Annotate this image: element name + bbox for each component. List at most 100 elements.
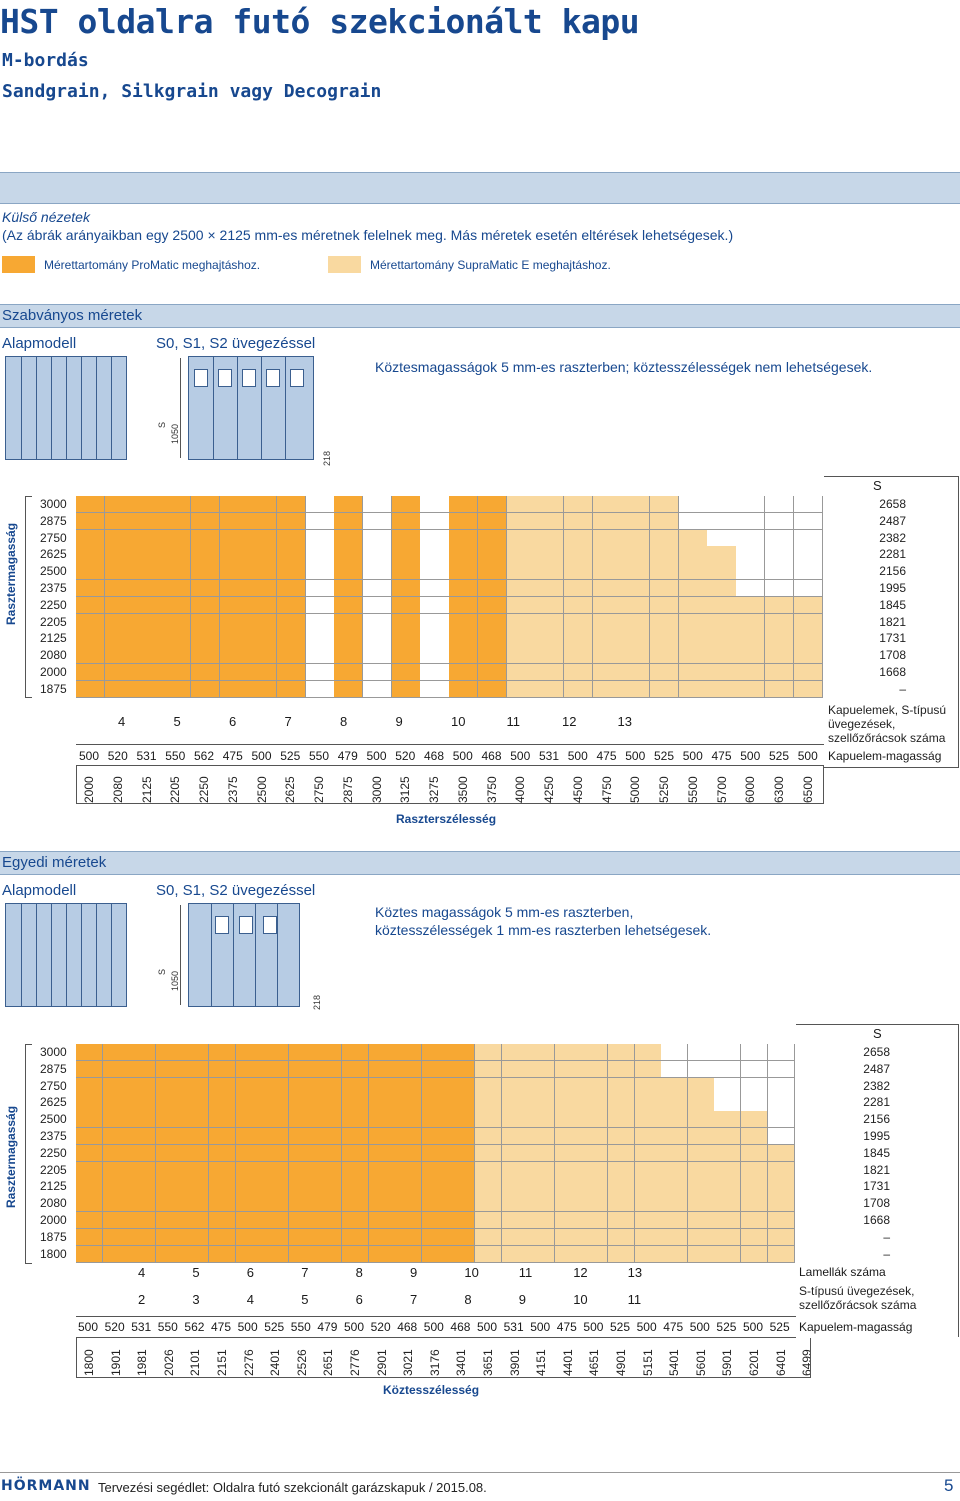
s1-col-label: 5000: [628, 776, 643, 803]
s2-grid-cell: [368, 1212, 396, 1230]
s2-grid-cell: [368, 1094, 396, 1112]
s2-row-label: 1875: [40, 1229, 67, 1244]
s1-grid-cell: [76, 580, 106, 598]
s2-grid-cell: [155, 1094, 183, 1112]
s2-grid-cell: [528, 1077, 556, 1095]
s2-grid-cell: [528, 1195, 556, 1213]
s1-grid-cell: [736, 630, 766, 648]
s2-grid-cell: [421, 1161, 449, 1179]
s1-grid-cell: [592, 580, 622, 598]
s2-grid-cell: [342, 1212, 370, 1230]
s2-height-value: 468: [397, 1320, 418, 1334]
s2-grid-cell: [475, 1228, 503, 1247]
s2-grid-cell: [528, 1245, 556, 1263]
s2-col-label: 5601: [693, 1349, 708, 1376]
s1-grid-cell: [76, 546, 106, 564]
s2-grid-cell: [288, 1178, 316, 1196]
s1-grid-cell: [420, 664, 450, 682]
s2-grid-cell: [129, 1128, 157, 1146]
s1-col-label: 5250: [657, 776, 671, 803]
s1-grid-cell: [334, 512, 364, 531]
s2-grid-cell: [129, 1228, 157, 1247]
s1-grid-cell: [592, 546, 622, 564]
s2-grid-cell: [661, 1195, 689, 1213]
s1-grid-cell: [219, 512, 249, 531]
s1-grid-cell: [793, 664, 823, 682]
s1-elem-count: 12: [562, 714, 577, 729]
s2-grid-cell: [767, 1245, 795, 1263]
s1-grid-cell: [391, 680, 421, 699]
s2-grid-cell: [262, 1144, 290, 1163]
s2-grid-cell: [288, 1094, 316, 1112]
s2-grid-cell: [209, 1228, 237, 1247]
s1-grid-cell: [391, 496, 421, 514]
s2-grid-cell: [608, 1195, 636, 1213]
s2-grid-cell: [554, 1077, 582, 1095]
s2-col-label: 4401: [560, 1349, 575, 1376]
s1-grid-cell: [248, 496, 278, 514]
s1-grid-cell: [219, 630, 249, 648]
s1-col-label: 6500: [800, 776, 815, 803]
s1-grid-cell: [477, 529, 507, 547]
s1-grid-cell: [506, 563, 536, 581]
s1-row-label: 2375: [40, 581, 67, 595]
s1-grid-cell: [305, 680, 335, 699]
s1-grid-cell: [535, 596, 565, 615]
s2-lamella-count: 7: [301, 1265, 309, 1280]
s2-grid-cell: [661, 1060, 689, 1079]
s2-grid-cell: [288, 1077, 316, 1095]
s2-grid-cell: [581, 1161, 609, 1179]
s2-grid-cell: [315, 1077, 343, 1095]
s1-grid-cell: [621, 596, 651, 615]
s1-grid-cell: [563, 580, 594, 598]
s2-grid-cell: [368, 1111, 396, 1129]
s1-grid-cell: [162, 563, 192, 581]
s1-grid-cell: [334, 580, 364, 598]
s2-grid-cell: [235, 1128, 263, 1146]
s1-height-value: 520: [107, 749, 128, 763]
s1-grid-cell: [506, 529, 536, 547]
s2-grid-cell: [501, 1245, 529, 1263]
s2-grid-cell: [741, 1245, 769, 1263]
s2-height-value: 500: [530, 1320, 551, 1334]
s2-grid-cell: [262, 1228, 290, 1247]
s2-height-value: 500: [743, 1320, 764, 1334]
s2-col-label: 2776: [348, 1349, 362, 1376]
s1-grid-cell: [133, 630, 163, 648]
s1-grid-cell: [104, 647, 134, 665]
s2-grid-cell: [554, 1060, 582, 1079]
s1-grid-cell: [592, 680, 622, 699]
s1-col-label: 6300: [772, 776, 786, 803]
s1-grid-cell: [162, 680, 192, 699]
s1-s-column-frame: [824, 476, 959, 768]
s2-lamella-count: 13: [627, 1265, 643, 1280]
s1-glazed-door-illustration: [188, 356, 314, 460]
s1-grid-cell: [764, 580, 794, 598]
s2-alapmodell-label: Alapmodell: [2, 882, 77, 899]
s2-grid-cell: [501, 1077, 529, 1095]
custom-sizes-title: Egyedi méretek: [2, 854, 107, 871]
s2-grid-cell: [368, 1245, 396, 1263]
s2-s-count: 10: [573, 1292, 588, 1307]
s1-grid-cell: [391, 596, 421, 615]
s2-col-label: 2526: [294, 1349, 309, 1376]
s1-grid-cell: [276, 630, 307, 648]
s2-grid-cell: [102, 1144, 130, 1163]
s1-grid-cell: [793, 496, 823, 514]
s1-grid-cell: [736, 546, 766, 564]
s1-grid-cell: [506, 630, 536, 648]
s1-grid-cell: [104, 546, 134, 564]
s1-grid-cell: [104, 496, 134, 514]
s1-grid-cell: [650, 512, 680, 531]
s1-col-label: 3500: [455, 776, 470, 803]
s2-height-value: 475: [663, 1320, 684, 1334]
s2-grid-cell: [182, 1161, 210, 1179]
s2-grid-cell: [741, 1212, 769, 1230]
s2-grid-cell: [448, 1128, 476, 1146]
s1-grid-cell: [133, 647, 163, 665]
s2-description-2: köztesszélességek 1 mm-es raszterben leh…: [375, 922, 712, 938]
s1-row-label: 2750: [40, 530, 67, 545]
s2-grid-cell: [714, 1161, 742, 1179]
s1-grid-cell: [707, 512, 737, 531]
s1-height-value: 531: [539, 749, 560, 763]
